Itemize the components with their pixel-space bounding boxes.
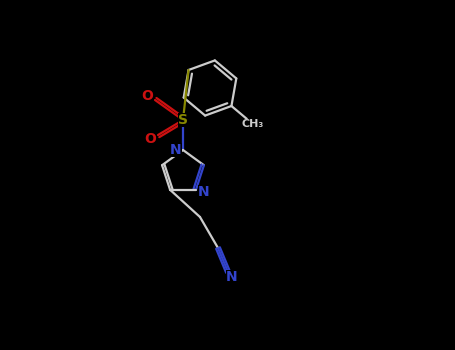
- Text: O: O: [144, 132, 156, 146]
- Text: N: N: [198, 185, 210, 199]
- Text: N: N: [226, 270, 238, 284]
- Text: S: S: [178, 113, 188, 127]
- Text: O: O: [141, 89, 153, 103]
- Text: CH₃: CH₃: [242, 119, 264, 129]
- Text: N: N: [170, 143, 182, 157]
